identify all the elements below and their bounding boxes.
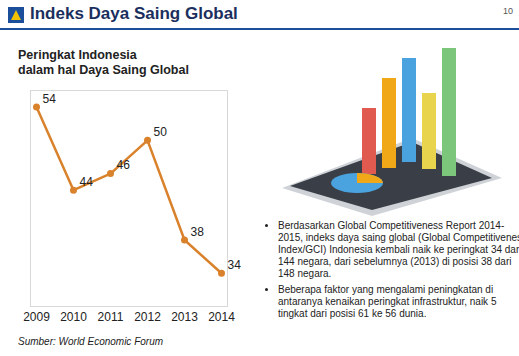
svg-text:2012: 2012 bbox=[134, 310, 161, 324]
svg-text:2009: 2009 bbox=[23, 310, 50, 324]
svg-text:44: 44 bbox=[80, 175, 94, 189]
svg-text:2010: 2010 bbox=[60, 310, 87, 324]
svg-text:38: 38 bbox=[191, 225, 205, 239]
svg-text:54: 54 bbox=[43, 92, 57, 106]
svg-text:2013: 2013 bbox=[171, 310, 198, 324]
svg-text:46: 46 bbox=[117, 158, 131, 172]
html-text:Indeks Daya Saing Global: Indeks Daya Saing Global bbox=[30, 4, 238, 23]
html-text:Sumber: World Economic Forum: Sumber: World Economic Forum bbox=[18, 336, 163, 347]
svg-text:2014: 2014 bbox=[208, 310, 235, 324]
html-text:Beberapa faktor yang mengalami: Beberapa faktor yang mengalami peningkat… bbox=[278, 284, 497, 319]
html-text:10: 10 bbox=[503, 6, 513, 16]
svg-text:34: 34 bbox=[228, 258, 242, 272]
svg-text:2011: 2011 bbox=[98, 310, 124, 324]
svg-text:50: 50 bbox=[154, 125, 168, 139]
html-text:Peringkat Indonesia dalam hal: Peringkat Indonesia dalam hal Daya Saing… bbox=[18, 48, 189, 77]
